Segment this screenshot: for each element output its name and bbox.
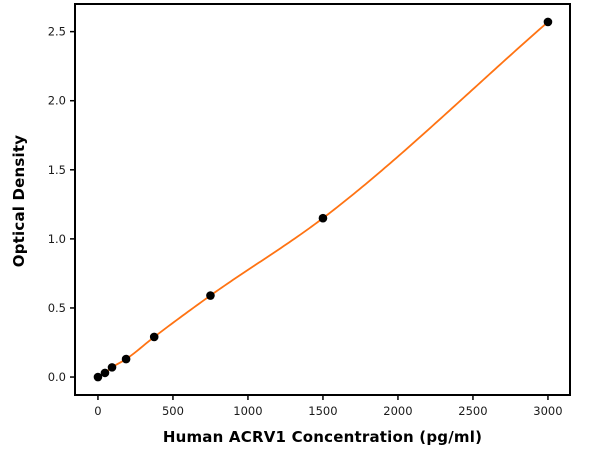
- y-tick-label: 1.5: [48, 163, 66, 177]
- fit-line: [97, 21, 549, 378]
- data-point: [149, 332, 159, 342]
- data-point: [121, 354, 131, 364]
- x-axis-label: Human ACRV1 Concentration (pg/ml): [162, 428, 483, 446]
- data-point: [107, 363, 117, 372]
- data-point: [206, 291, 215, 300]
- x-tick-label: 3000: [533, 404, 562, 418]
- y-tick-label: 0.0: [48, 370, 66, 384]
- x-tick-label: 1000: [233, 404, 262, 418]
- y-tick-label: 0.5: [48, 301, 66, 315]
- data-point: [543, 17, 553, 27]
- data-point: [93, 372, 103, 382]
- y-tick-label: 1.0: [48, 232, 66, 246]
- x-tick-label: 500: [162, 404, 184, 418]
- x-tick-label: 0: [94, 404, 101, 418]
- y-tick-label: 2.0: [48, 94, 66, 108]
- y-tick-label: 2.5: [48, 25, 66, 39]
- data-point: [100, 368, 110, 378]
- plot-border: [74, 3, 571, 396]
- data-point: [318, 213, 328, 223]
- x-tick-label: 1500: [308, 404, 337, 418]
- x-tick-label: 2000: [383, 404, 412, 418]
- x-tick-label: 2500: [458, 404, 487, 418]
- y-axis-label: Optical Density: [10, 134, 28, 268]
